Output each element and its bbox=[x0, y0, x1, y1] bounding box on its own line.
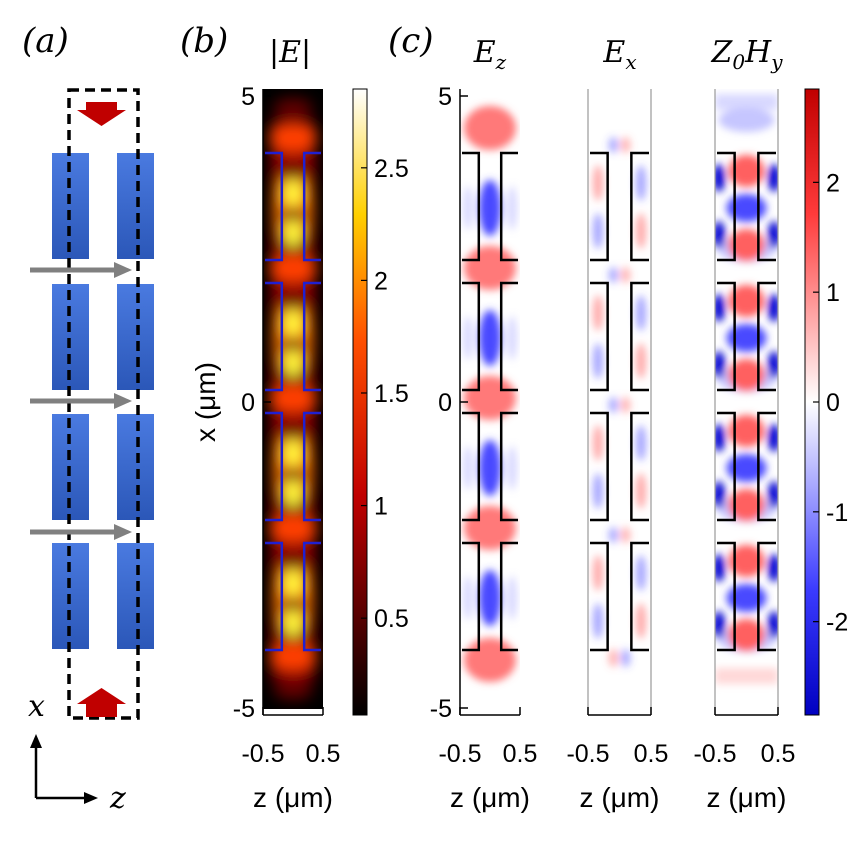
pillar-outline bbox=[265, 151, 284, 262]
pillar-outline bbox=[499, 411, 518, 522]
x-tick-label: 0.5 bbox=[761, 740, 796, 768]
pillar-right bbox=[117, 284, 154, 390]
colorbar-tick-label: 1.5 bbox=[374, 380, 409, 408]
pillar-outline bbox=[757, 411, 776, 522]
panel-a-label: (a) bbox=[22, 21, 69, 61]
pillar-outline bbox=[590, 541, 609, 652]
x-tick-label: -0.5 bbox=[693, 740, 736, 768]
pillar-outline bbox=[757, 281, 776, 392]
panel-c-title: Z0Hy bbox=[710, 35, 783, 74]
pillar-outline bbox=[717, 411, 736, 522]
pillar-outline bbox=[462, 151, 481, 262]
pillar-outline bbox=[590, 151, 609, 262]
pillar-outline bbox=[265, 281, 284, 392]
pillar-outline bbox=[302, 411, 321, 522]
pillar-outline bbox=[462, 281, 481, 392]
heatmap-hy-field bbox=[715, 94, 778, 684]
pillar-outline bbox=[302, 541, 321, 652]
colorbar-tick-label: 1 bbox=[826, 279, 840, 307]
x-tick-label: -0.5 bbox=[241, 740, 284, 768]
x-tick-label: 0.5 bbox=[634, 740, 669, 768]
panel-b-label: (b) bbox=[180, 21, 228, 61]
pillar-outline bbox=[717, 151, 736, 262]
x-tick-label: -0.5 bbox=[566, 740, 609, 768]
pillar-outline bbox=[462, 411, 481, 522]
colorbar-b bbox=[352, 88, 368, 716]
pillar-outline bbox=[717, 541, 736, 652]
pillar-outline bbox=[302, 281, 321, 392]
pillar-outlines-hy bbox=[717, 151, 776, 652]
heatmap-ex-field bbox=[593, 137, 646, 667]
input-arrow-icon bbox=[30, 524, 132, 540]
x-axis-label-b: z (μm) bbox=[253, 782, 333, 813]
pillar-right bbox=[117, 153, 154, 259]
x-tick-label: -0.5 bbox=[438, 740, 481, 768]
input-arrows bbox=[30, 262, 132, 540]
pillar-outline bbox=[757, 541, 776, 652]
panel-c-title: Ex bbox=[602, 35, 636, 74]
axis-z-label: z bbox=[109, 781, 126, 816]
pillar-outline bbox=[462, 541, 481, 652]
pillar-outline bbox=[630, 411, 649, 522]
heatmap-b-field bbox=[269, 98, 317, 700]
panel-c-label: (c) bbox=[388, 21, 434, 61]
colorbar-tick-label: -1 bbox=[826, 499, 848, 527]
colorbar-tick-label: 2 bbox=[826, 169, 840, 197]
pillar-outline bbox=[265, 411, 284, 522]
x-axis-label-c: z (μm) bbox=[450, 782, 530, 813]
x-tick-label: 0.5 bbox=[503, 740, 538, 768]
input-arrow-icon bbox=[30, 393, 132, 409]
x-axis-arrowhead-icon bbox=[30, 734, 42, 748]
pillar-outline bbox=[630, 151, 649, 262]
y-tick-label: 0 bbox=[241, 389, 255, 417]
y-axis-label-b: x (μm) bbox=[190, 362, 221, 442]
panel-a-schematic: x z bbox=[28, 88, 154, 816]
pillar-outline bbox=[265, 541, 284, 652]
colorbar-tick-label: -2 bbox=[826, 609, 848, 637]
pillar-outline bbox=[499, 541, 518, 652]
x-axis-label-c: z (μm) bbox=[580, 782, 660, 813]
pillar-outline bbox=[757, 151, 776, 262]
input-arrow-icon bbox=[30, 262, 132, 278]
unit-cell-dashed-box bbox=[67, 88, 140, 720]
y-tick-label: 0 bbox=[438, 389, 452, 417]
port-arrow-down-icon bbox=[77, 102, 126, 126]
y-tick-label: 5 bbox=[438, 83, 452, 111]
pillar-outline bbox=[590, 411, 609, 522]
colorbar-tick-label: 2 bbox=[374, 267, 388, 295]
x-tick-label: 0.5 bbox=[306, 740, 341, 768]
pillar-outline bbox=[717, 281, 736, 392]
port-arrow-up-icon bbox=[77, 688, 126, 717]
pillar-outline bbox=[590, 281, 609, 392]
axis-x-label: x bbox=[28, 689, 45, 724]
colorbar-tick-label: 1 bbox=[374, 493, 388, 521]
pillar-outline bbox=[499, 281, 518, 392]
panel-c-title: Ez bbox=[473, 35, 507, 74]
x-axis-label-c: z (μm) bbox=[707, 782, 787, 813]
pillar-outlines-ez bbox=[462, 151, 518, 652]
pillar-outline bbox=[302, 151, 321, 262]
pillar-right bbox=[117, 414, 154, 520]
pillar-outlines-b bbox=[265, 151, 321, 652]
colorbar-tick-label: 0.5 bbox=[374, 605, 409, 633]
panel-c-titles: Ez Ex Z0Hy bbox=[473, 35, 783, 74]
y-tick-label: 5 bbox=[241, 83, 255, 111]
pillar-right bbox=[117, 543, 154, 649]
pillar-outline bbox=[630, 281, 649, 392]
colorbar-tick-label: 0 bbox=[826, 389, 840, 417]
pillar-outline bbox=[630, 541, 649, 652]
pillar-outline bbox=[499, 151, 518, 262]
z-axis-arrowhead-icon bbox=[84, 792, 98, 804]
panel-b-title: |E| bbox=[269, 35, 311, 70]
heatmap-ez-field bbox=[463, 106, 517, 682]
y-tick-label: -5 bbox=[233, 695, 255, 723]
y-tick-label: -5 bbox=[430, 695, 452, 723]
colorbar-tick-label: 2.5 bbox=[374, 155, 409, 183]
pillar-outlines-ex bbox=[590, 151, 649, 652]
